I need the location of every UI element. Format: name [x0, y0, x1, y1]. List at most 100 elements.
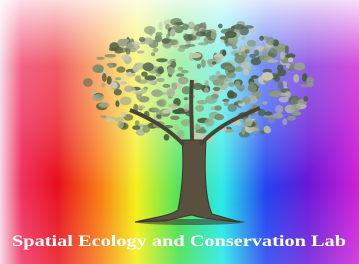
leaf-patch [181, 70, 189, 74]
leaf-patch [285, 45, 289, 53]
leaf-patch [222, 99, 229, 102]
leaf-patch [124, 85, 133, 91]
leaf-patch [228, 104, 237, 112]
leaf-patch [279, 97, 289, 103]
leaf-patch [212, 91, 223, 94]
leaf-patch [224, 66, 234, 71]
leaf-patch [102, 73, 107, 82]
leaf-patch [214, 114, 224, 120]
leaf-patch [137, 50, 145, 53]
leaf-patch [128, 72, 132, 75]
leaf-patch [213, 87, 220, 91]
leaf-patch [174, 124, 179, 130]
page: Spatial Ecology and Conservation Lab (()… [0, 0, 359, 264]
leaf-patch [224, 102, 230, 106]
leaf-patch [162, 109, 170, 114]
leaf-patch [249, 81, 254, 87]
leaf-patch [121, 112, 127, 117]
leaf-patch [270, 90, 281, 97]
leaf-patch [164, 134, 170, 141]
leaf-patch [132, 125, 140, 130]
leaf-patch [245, 49, 250, 53]
leaf-patch [218, 24, 223, 29]
leaf-patch [99, 102, 110, 107]
leaf-patch [142, 125, 150, 133]
leaf-patch [236, 100, 243, 104]
leaf-patch [170, 116, 180, 120]
leaf-patch [291, 111, 301, 116]
leaf-patch [115, 117, 124, 122]
leaf-patch [178, 47, 185, 52]
leaf-patch [120, 97, 132, 106]
leaf-patch [241, 61, 252, 68]
leaf-patch [144, 75, 156, 80]
leaf-patch [306, 77, 314, 85]
leaf-patch [262, 72, 273, 81]
leaf-patch [287, 116, 296, 121]
leaf-patch [189, 22, 196, 27]
leaf-patch [195, 105, 204, 112]
leaf-patch [241, 36, 246, 40]
leaf-patch [156, 78, 165, 82]
leaf-patch [159, 22, 163, 30]
leaf-patch [227, 37, 238, 44]
leaf-patch [250, 29, 257, 34]
leaf-patch [280, 52, 285, 60]
lab-name: Spatial Ecology and Conservation Lab [12, 233, 346, 250]
leaf-patch [178, 67, 183, 71]
leaf-patch [83, 78, 93, 87]
leaf-patch [133, 91, 142, 94]
leaf-patch [115, 100, 119, 107]
leaf-patch [201, 59, 206, 67]
leaf-patch [267, 59, 278, 63]
leaf-patch [104, 54, 116, 58]
leaf-patch [122, 39, 129, 43]
leaf-patch [171, 26, 178, 29]
leaf-patch [99, 93, 103, 97]
leaf-patch [116, 47, 128, 53]
leaf-patch [166, 88, 175, 97]
leaf-patch [204, 80, 208, 86]
leaf-patch [167, 67, 175, 75]
logo: Spatial Ecology and Conservation Lab [0, 0, 359, 264]
leaf-patch [262, 101, 267, 104]
leaf-patch [185, 44, 196, 47]
leaf-patch [227, 28, 231, 32]
leaf-patch [157, 99, 167, 108]
leaf-patch [162, 38, 171, 44]
leaf-patch [114, 89, 122, 96]
leaf-patch [235, 81, 240, 88]
leaf-patch [170, 29, 175, 37]
leaf-patch [151, 52, 155, 56]
leaf-patch [101, 83, 105, 87]
leaf-patch [282, 118, 287, 125]
leaf-patch [184, 97, 189, 100]
leaf-patch [117, 66, 126, 72]
leaf-patch [291, 105, 300, 112]
leaf-patch [235, 66, 243, 72]
leaf-patch [197, 100, 208, 104]
leaf-patch [211, 31, 217, 39]
leaf-patch [303, 96, 308, 102]
leaf-patch [241, 127, 245, 135]
leaf-patch [196, 31, 206, 36]
leaf-patch [133, 64, 140, 72]
leaf-patch [158, 66, 164, 74]
leaf-patch [274, 74, 280, 82]
leaf-patch [184, 104, 189, 112]
leaf-patch [243, 122, 252, 126]
leaf-patch [240, 45, 245, 51]
leaf-patch [184, 34, 193, 41]
leaf-patch [225, 31, 237, 38]
leaf-patch [151, 89, 162, 97]
leaf-patch [293, 74, 299, 83]
leaf-patch [138, 105, 145, 109]
leaf-patch [226, 72, 236, 78]
leaf-patch [120, 81, 127, 85]
leaf-patch [222, 50, 226, 57]
leaf-patch [227, 90, 234, 99]
leaf-patch [200, 127, 205, 131]
leaf-patch [92, 64, 103, 73]
leaf-patch [277, 65, 284, 72]
leaf-patch [262, 48, 269, 53]
